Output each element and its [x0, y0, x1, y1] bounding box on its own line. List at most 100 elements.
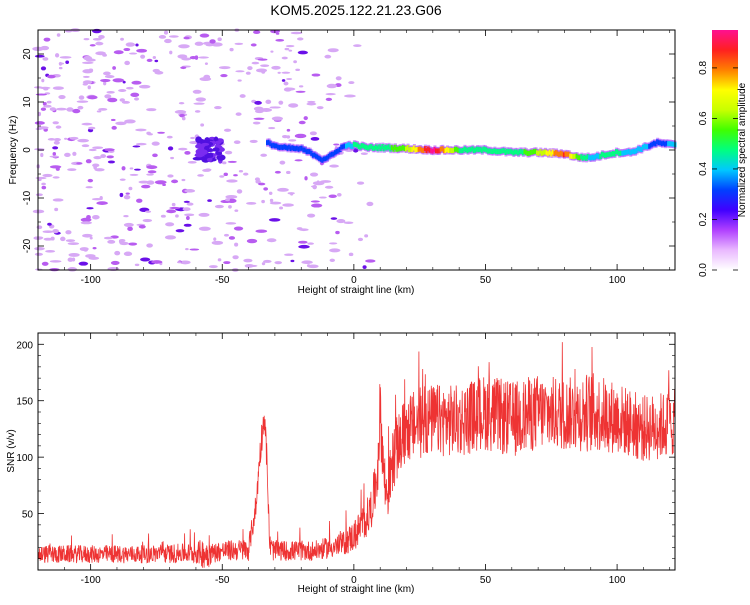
ridge-segment [483, 146, 487, 152]
ridge-segment [562, 152, 566, 158]
noise-patch [112, 78, 125, 83]
ridge-segment [536, 150, 540, 156]
noise-patch [67, 267, 78, 272]
ridge-segment [444, 148, 448, 154]
snr-x-tick-label: 100 [609, 575, 626, 586]
noise-patch [221, 161, 227, 165]
noise-patch [233, 174, 238, 177]
noise-patch [209, 39, 216, 44]
ridge-segment [588, 155, 592, 161]
ridge-segment [498, 149, 502, 155]
noise-patch [217, 37, 222, 42]
noise-patch [166, 135, 173, 139]
noise-patch [283, 81, 289, 86]
noise-patch [177, 261, 182, 264]
noise-patch [225, 198, 231, 202]
noise-patch [235, 112, 242, 116]
noise-patch [307, 213, 316, 218]
ridge-segment [326, 155, 330, 161]
ridge-segment [400, 146, 404, 152]
ridge-segment [397, 146, 401, 152]
ridge-segment [371, 145, 375, 151]
noise-patch [56, 33, 61, 37]
noise-patch [96, 41, 102, 45]
noise-patch [151, 260, 163, 264]
noise-patch [129, 167, 134, 170]
noise-patch [186, 215, 190, 221]
noise-patch [123, 222, 134, 227]
noise-patch [49, 165, 62, 169]
noise-patch [87, 95, 98, 100]
colorbar-ticks: 0.0 0.2 0.4 0.6 0.8 [698, 61, 738, 277]
noise-patch [348, 252, 354, 257]
ridge-segment [501, 148, 505, 154]
noise-patch [311, 73, 321, 77]
noise-patch [297, 50, 308, 55]
spectrogram-x-axis-label: Height of straight line (km) [298, 285, 415, 296]
noise-patch [41, 182, 46, 186]
noise-patch [249, 139, 258, 143]
noise-patch [281, 56, 288, 60]
noise-patch [119, 178, 126, 181]
ridge-segment [506, 148, 510, 154]
noise-patch [96, 201, 108, 205]
noise-patch [134, 168, 141, 171]
ridge-segment [376, 146, 380, 152]
noise-patch [103, 71, 111, 76]
noise-patch [119, 98, 126, 102]
ridge-segment [381, 144, 385, 150]
noise-patch [333, 143, 340, 146]
ridge-segment [640, 146, 644, 152]
noise-patch [194, 41, 204, 46]
noise-patch [253, 30, 261, 35]
noise-patch [142, 218, 153, 223]
ridge-segment [596, 153, 600, 159]
noise-patch [243, 258, 253, 263]
ridge-segment [398, 145, 402, 151]
noise-patch [103, 81, 107, 86]
noise-patch [134, 97, 140, 101]
ridge-segment [420, 147, 424, 153]
noise-patch [76, 100, 89, 103]
ridge-segment [585, 155, 589, 161]
noise-patch [141, 184, 151, 189]
snr-y-tick-label: 50 [22, 510, 34, 521]
noise-patch [278, 100, 284, 105]
ridge-segment [431, 148, 435, 154]
snr-y-tick-label: 100 [16, 453, 33, 464]
ridge-segment [545, 150, 549, 156]
noise-patch [187, 160, 197, 164]
noise-patch [263, 187, 269, 191]
ridge-segment [390, 145, 394, 151]
noise-patch [227, 160, 237, 163]
noise-patch [120, 37, 124, 41]
noise-patch [112, 66, 116, 70]
noise-patch [234, 42, 244, 45]
ridge-segment [303, 147, 307, 153]
ridge-segment [499, 148, 503, 154]
noise-patch [348, 81, 355, 85]
ridge-segment [283, 144, 287, 150]
noise-patch [67, 257, 74, 262]
noise-patch [224, 233, 229, 237]
ridge-segment [657, 140, 661, 146]
ridge-segment [269, 141, 273, 147]
noise-patch [82, 69, 93, 74]
noise-patch [131, 80, 142, 85]
ridge-segment [291, 145, 295, 151]
noise-patch [184, 189, 196, 193]
ridge-segment [592, 155, 596, 161]
ridge-segment [373, 145, 377, 151]
noise-patch [42, 173, 53, 178]
noise-patch [138, 180, 150, 184]
ridge-segment [474, 147, 478, 153]
ridge-segment [569, 153, 573, 159]
noise-patch [282, 203, 294, 207]
noise-cluster-patch [206, 157, 213, 162]
ridge-segment [442, 148, 446, 154]
ridge-segment [294, 146, 298, 152]
noise-patch [329, 164, 339, 168]
noise-patch [35, 176, 47, 180]
snr-series-line [37, 342, 676, 568]
